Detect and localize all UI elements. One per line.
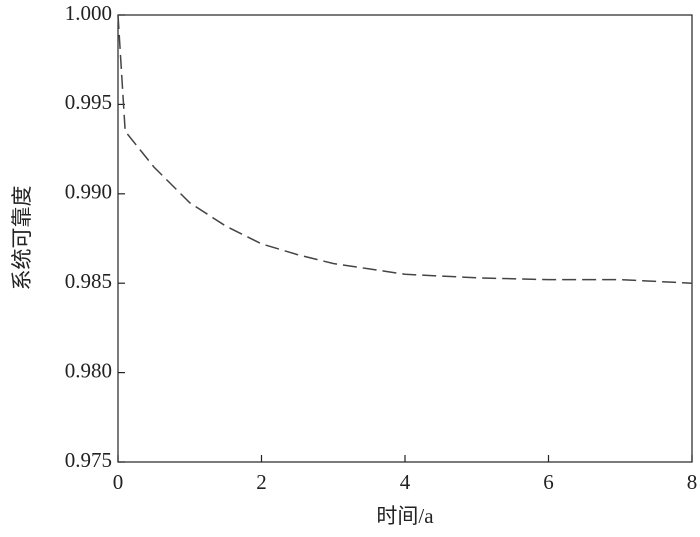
y-tick-label: 0.985	[65, 269, 112, 293]
x-tick-label: 8	[687, 470, 698, 494]
x-axis-label: 时间/a	[376, 504, 434, 528]
x-tick-label: 2	[256, 470, 267, 494]
y-tick-label: 0.975	[65, 448, 112, 472]
y-tick-label: 0.980	[65, 358, 112, 382]
x-tick-label: 4	[400, 470, 411, 494]
x-tick-label: 6	[543, 470, 554, 494]
y-axis-label: 系统可靠度	[10, 186, 34, 291]
data-line	[117, 14, 693, 284]
y-tick-label: 0.995	[65, 90, 112, 114]
y-tick-label: 1.000	[65, 1, 112, 25]
y-tick-label: 0.990	[65, 180, 112, 204]
x-tick-label: 0	[113, 470, 124, 494]
plot-frame	[117, 14, 693, 463]
